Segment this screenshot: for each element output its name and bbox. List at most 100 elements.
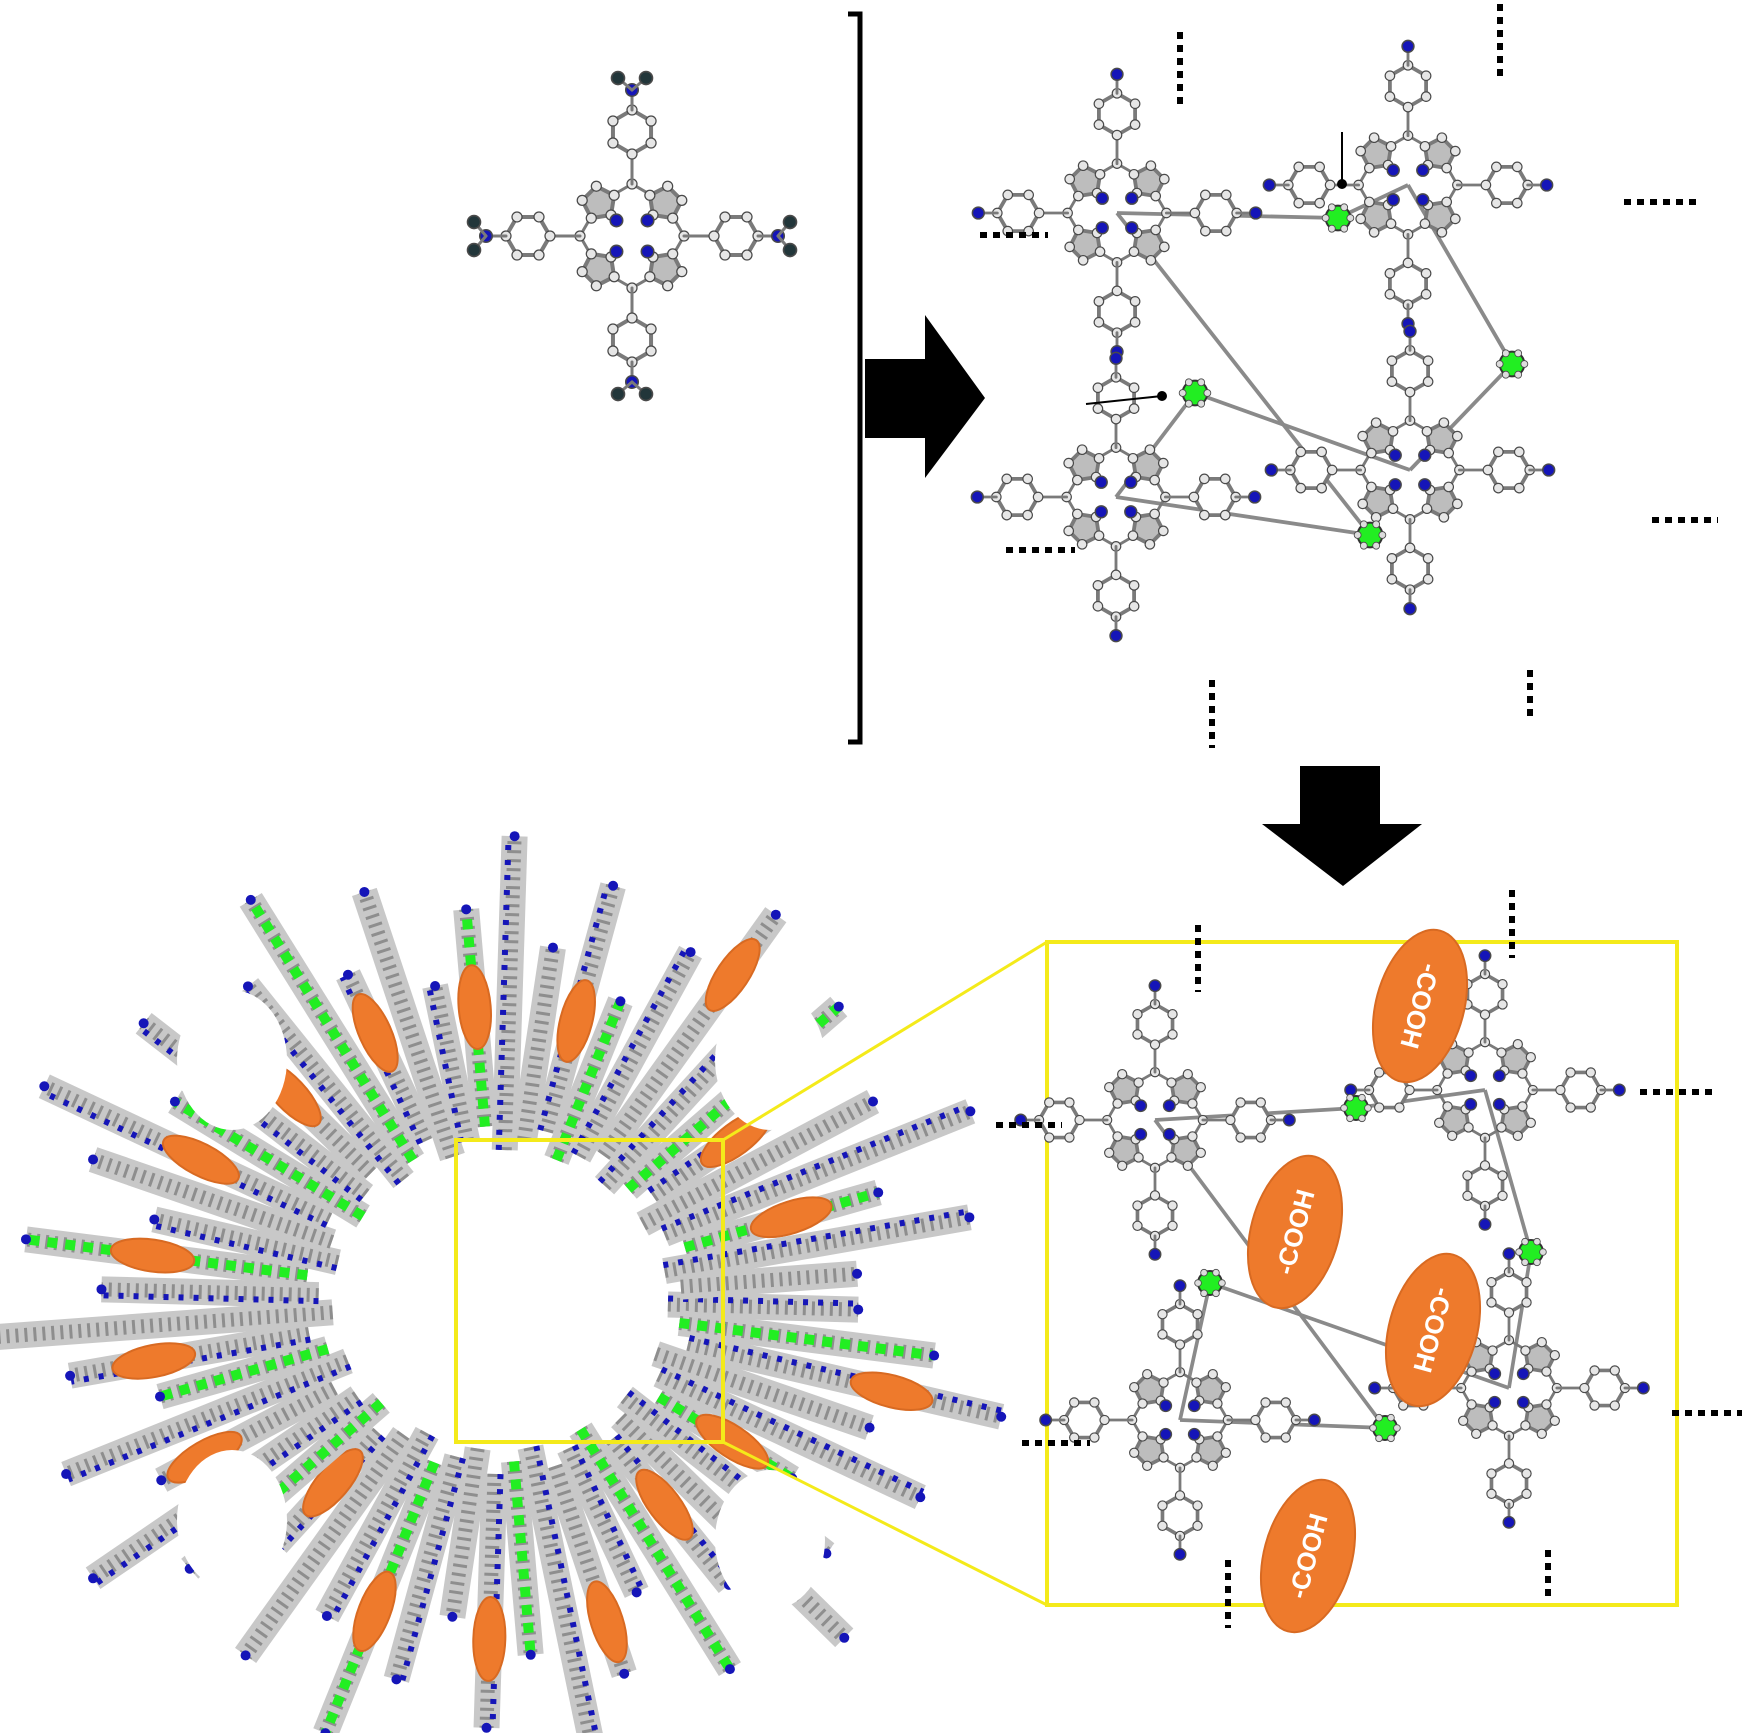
- carbon-atom: [1117, 1069, 1128, 1080]
- column-atoms: [63, 1354, 351, 1481]
- carbon-atom: [1072, 224, 1084, 236]
- carbon-atom: [1422, 376, 1434, 387]
- carbon-atom: [1515, 1248, 1523, 1256]
- column-atoms: [389, 1454, 464, 1682]
- carbon-atom: [1092, 600, 1104, 612]
- carbon-atom: [1438, 417, 1450, 429]
- carbon-atom: [1385, 218, 1397, 230]
- column-body: [422, 983, 480, 1144]
- carbon-atom: [1496, 1047, 1507, 1058]
- carbon-atom: [1194, 1279, 1202, 1287]
- carbon-atom: [1394, 1102, 1405, 1113]
- carbon-atom: [1487, 1345, 1498, 1356]
- carbon-atom: [1077, 254, 1089, 266]
- nitrogen-atom: [1109, 351, 1123, 365]
- column-atoms: [639, 1095, 877, 1231]
- stacked-column: [0, 1299, 334, 1350]
- nitrogen-atom: [149, 1214, 160, 1225]
- nitrogen-atom: [1187, 1399, 1201, 1413]
- carbon-atom: [1220, 189, 1232, 201]
- carbon-atom: [1326, 464, 1338, 476]
- nitrogen-atom: [65, 1370, 76, 1381]
- nitrogen-atom: [342, 969, 353, 980]
- hydrogen-atom: [782, 242, 798, 258]
- cooh-stack: [749, 1196, 833, 1239]
- nitrogen-atom: [242, 981, 253, 992]
- carbon-atom: [1110, 413, 1122, 425]
- carbon-atom: [1132, 1029, 1143, 1040]
- nitrogen-atom: [608, 880, 619, 891]
- carbon-atom: [1565, 1067, 1576, 1078]
- nitrogen-atom: [1159, 1399, 1173, 1413]
- porphyrin-unit: [1264, 324, 1556, 616]
- stacked-column: [313, 1457, 447, 1733]
- carbon-atom: [1384, 268, 1396, 279]
- carbon-atom: [1184, 378, 1193, 387]
- carbon-atom: [1402, 257, 1414, 269]
- carbon-atom: [1503, 1458, 1515, 1469]
- carbon-atom: [1368, 132, 1380, 144]
- carbon-atom: [1327, 224, 1336, 233]
- column-linkers: [683, 1187, 880, 1253]
- carbon-atom: [1346, 1114, 1354, 1123]
- stacked-column: [439, 1446, 491, 1622]
- carbon-atom: [1374, 1067, 1385, 1078]
- carbon-atom: [1479, 1160, 1491, 1171]
- carbon-atom: [1158, 241, 1170, 253]
- carbon-atom: [1480, 179, 1492, 191]
- carbon-atom: [1422, 553, 1434, 564]
- carbon-atom: [1092, 580, 1104, 591]
- nitrogen-atom: [929, 1350, 940, 1361]
- nitrogen-atom: [770, 909, 781, 920]
- benzene-ring: [1483, 165, 1530, 205]
- carbon-atom: [1449, 145, 1461, 157]
- carbon-atom: [1157, 1309, 1168, 1320]
- nitrogen-atom: [839, 1632, 850, 1643]
- carbon-atom: [1579, 1382, 1590, 1394]
- carbon-atom: [1364, 1104, 1372, 1112]
- stacked-column: [96, 1276, 319, 1309]
- nitrogen-atom: [88, 1154, 99, 1165]
- carbon-atom: [1565, 1102, 1576, 1113]
- carbon-atom: [1533, 1258, 1541, 1267]
- stacked-column: [352, 886, 465, 1162]
- carbon-atom: [1207, 1460, 1218, 1471]
- column-linkers: [576, 1426, 735, 1672]
- column-atoms: [101, 1282, 319, 1303]
- carbon-atom: [1129, 1447, 1140, 1458]
- carbon-atom: [1520, 360, 1529, 368]
- carbon-atom: [1517, 1068, 1528, 1079]
- carbon-atom: [1471, 1428, 1482, 1439]
- carbon-atom: [1074, 1114, 1085, 1126]
- nitrogen-atom: [1492, 1097, 1506, 1111]
- carbon-atom: [1295, 482, 1307, 494]
- nitrogen-atom: [169, 1096, 180, 1107]
- column-atoms: [357, 889, 460, 1160]
- nitrogen-atom: [1502, 1515, 1516, 1529]
- carbon-atom: [1044, 1132, 1055, 1143]
- carbon-atom: [1093, 119, 1105, 130]
- nitrogen-atom: [1095, 221, 1109, 235]
- carbon-atom: [1260, 1397, 1271, 1408]
- column-atoms: [497, 835, 522, 1151]
- carbon-atom: [1358, 1114, 1366, 1123]
- nitrogen-atom: [1502, 1247, 1516, 1261]
- cooh-group: -COOH: [1259, 1478, 1357, 1634]
- benzene-ring: [503, 214, 553, 258]
- benzene-ring: [1489, 1269, 1529, 1315]
- cof-2d-network: [970, 4, 1718, 748]
- stacked-column: [235, 1426, 415, 1663]
- reaction-bracket: [848, 11, 863, 745]
- carbon-atom: [1609, 1365, 1620, 1376]
- cooh-stack: [302, 1448, 364, 1518]
- stacked-column: [533, 880, 626, 1136]
- carbon-atom: [1497, 979, 1508, 990]
- stacked-column: [149, 1206, 341, 1275]
- carbon-atom: [1496, 1122, 1507, 1133]
- carbon-atom: [1033, 207, 1045, 219]
- carbon-atom: [1436, 226, 1448, 238]
- porphyrin-unit: [1014, 979, 1296, 1261]
- column-body: [685, 1331, 1005, 1430]
- nitrogen-atom: [1148, 1247, 1162, 1261]
